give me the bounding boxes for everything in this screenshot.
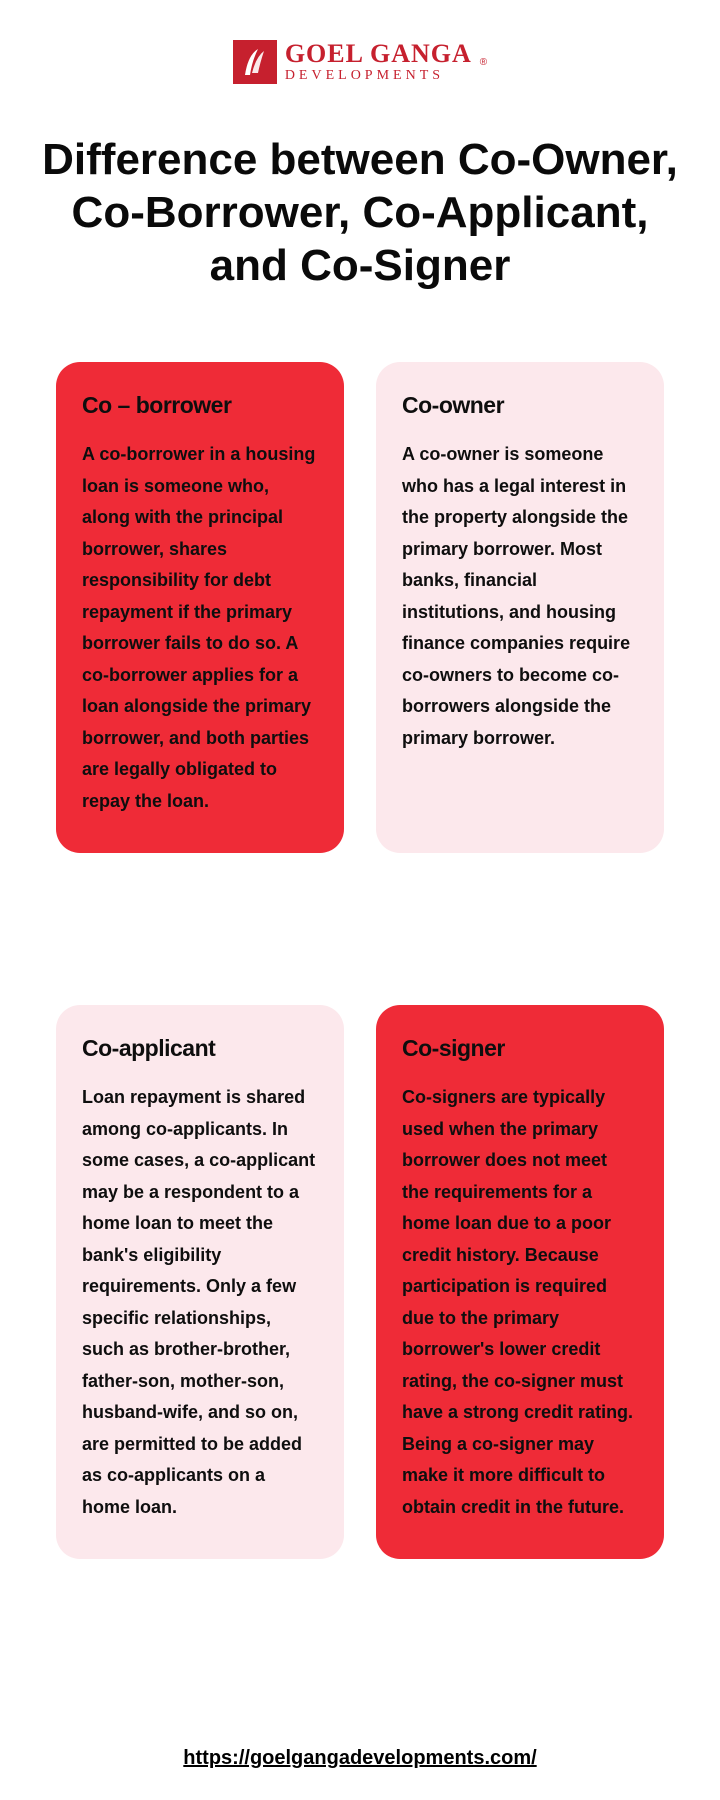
registered-mark: ® <box>480 57 487 68</box>
card-co-signer: Co-signer Co-signers are typically used … <box>376 1005 664 1559</box>
card-body: A co-owner is someone who has a legal in… <box>402 439 638 754</box>
row-spacer <box>56 889 664 969</box>
logo-sub-text: DEVELOPMENTS <box>285 69 472 83</box>
footer-url[interactable]: https://goelgangadevelopments.com/ <box>183 1707 536 1770</box>
logo-mark <box>233 40 277 84</box>
card-body: Loan repayment is shared among co-applic… <box>82 1082 318 1523</box>
card-title: Co-owner <box>402 392 638 419</box>
card-title: Co – borrower <box>82 392 318 419</box>
card-body: A co-borrower in a housing loan is someo… <box>82 439 318 817</box>
card-title: Co-applicant <box>82 1035 318 1062</box>
card-co-applicant: Co-applicant Loan repayment is shared am… <box>56 1005 344 1559</box>
card-co-borrower: Co – borrower A co-borrower in a housing… <box>56 362 344 853</box>
logo-glyph-icon <box>240 45 270 79</box>
card-grid: Co – borrower A co-borrower in a housing… <box>40 362 680 1559</box>
logo-text: GOEL GANGA DEVELOPMENTS <box>285 41 472 83</box>
brand-logo: GOEL GANGA DEVELOPMENTS ® <box>233 40 487 84</box>
page-title: Difference between Co-Owner, Co-Borrower… <box>40 134 680 292</box>
card-co-owner: Co-owner A co-owner is someone who has a… <box>376 362 664 853</box>
card-body: Co-signers are typically used when the p… <box>402 1082 638 1523</box>
card-title: Co-signer <box>402 1035 638 1062</box>
logo-main-text: GOEL GANGA <box>285 41 472 67</box>
